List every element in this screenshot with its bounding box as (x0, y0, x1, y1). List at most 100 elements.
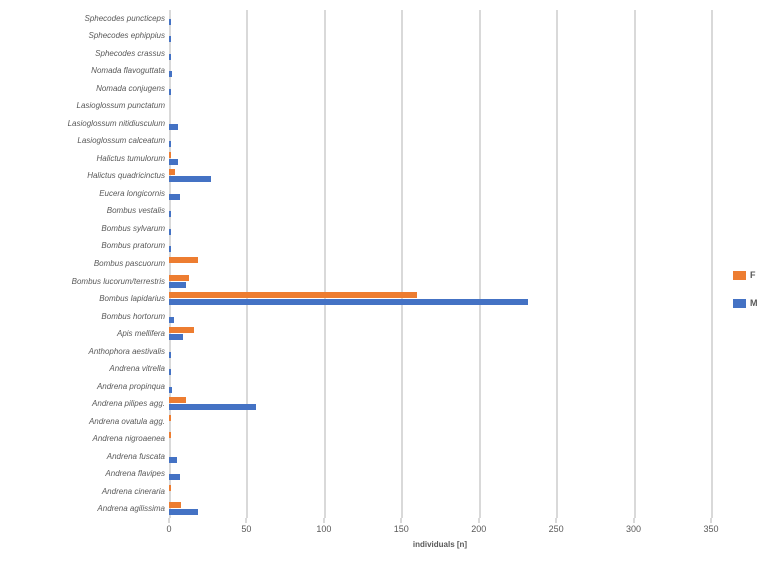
bar-male (169, 316, 174, 323)
bar-female (169, 151, 171, 158)
bar-male (169, 456, 177, 463)
bar-group (169, 397, 711, 411)
bar-male (169, 211, 171, 218)
bar-male (169, 474, 180, 481)
bar-male (169, 53, 171, 60)
category-label: Bombus hortorum (101, 311, 165, 321)
bar-group (169, 310, 711, 324)
legend-label: F (750, 270, 756, 280)
bar-group (169, 345, 711, 359)
bar-group (169, 274, 711, 289)
bar-group (169, 222, 711, 236)
bar-male (169, 351, 171, 358)
x-tick-mark (710, 518, 712, 523)
x-tick-label: 150 (393, 524, 409, 534)
bar-male (169, 228, 171, 235)
bar-male (169, 386, 173, 393)
category-label: Lasioglossum punctatum (76, 101, 166, 111)
bar-group (169, 484, 711, 499)
gridline (323, 10, 326, 518)
bar-group (169, 47, 711, 61)
x-axis-ticks: 0 50 100 150 200 250 300 350 (166, 518, 719, 540)
category-label: Andrena ovatula agg. (88, 416, 165, 426)
bar-group (169, 239, 711, 253)
x-tick-label: 200 (471, 524, 487, 534)
bar-group (169, 204, 711, 218)
bar-male (169, 36, 171, 43)
category-label: Nomada flavoguttata (91, 66, 165, 76)
x-tick-label: 300 (626, 524, 642, 534)
bar-male (169, 193, 180, 200)
x-tick-label: 0 (166, 524, 172, 534)
bar-male (169, 369, 171, 376)
legend-item[interactable]: M (733, 296, 778, 310)
bar-group (169, 151, 711, 166)
category-label: Andrena propinqua (96, 381, 165, 391)
category-label: Eucera longicornis (99, 188, 165, 198)
bar-group (169, 257, 711, 271)
gridline (478, 10, 481, 518)
bar-group (169, 432, 711, 446)
x-axis-title: individuals [n] (412, 540, 468, 549)
category-label: Sphecodes crassus (95, 48, 165, 58)
x-tick-label: 250 (548, 524, 564, 534)
category-label: Sphecodes puncticeps (84, 13, 166, 23)
bar-female (169, 257, 199, 263)
bar-group (169, 327, 711, 341)
category-label: Nomada conjugens (96, 83, 165, 93)
bar-male (169, 334, 183, 341)
category-label: Anthophora aestivalis (88, 346, 166, 356)
category-label: Lasioglossum calceatum (77, 136, 165, 146)
x-tick-label: 350 (703, 524, 719, 534)
bar-group (169, 117, 711, 131)
bar-group (169, 362, 711, 376)
bar-group (169, 502, 711, 516)
gridline (633, 10, 636, 518)
bar-group (169, 292, 711, 306)
gridline (401, 10, 404, 518)
bar-male (169, 88, 171, 95)
bar-group (169, 99, 711, 113)
bar-group (169, 12, 711, 26)
category-label: Sphecodes ephippius (88, 31, 165, 41)
category-label: Andrena cineraria (101, 486, 165, 496)
bar-female (169, 484, 171, 491)
bar-group (169, 380, 711, 394)
bar-group (169, 64, 711, 78)
category-label: Bombus pratorum (101, 241, 165, 251)
category-label: Andrena agilissima (97, 504, 165, 514)
category-label: Bombus lucorum/terrestris (71, 276, 165, 286)
category-axis: Sphecodes puncticeps Sphecodes ephippius S… (0, 10, 165, 518)
bar-group (169, 450, 711, 464)
category-label: Andrena fuscata (106, 451, 165, 461)
bar-group (169, 82, 711, 96)
bar-female (169, 432, 171, 439)
category-label: Bombus pascuorum (93, 259, 165, 268)
category-label: Andrena nigroaenea (92, 434, 165, 444)
legend-swatch (733, 298, 746, 308)
bar-group (169, 169, 711, 183)
bar-female (169, 274, 190, 281)
bar-male (169, 246, 171, 253)
bar-male (169, 176, 211, 183)
legend-item[interactable]: F (733, 268, 778, 282)
x-tick-mark (168, 518, 170, 523)
x-tick-label: 50 (241, 524, 252, 534)
bar-male (169, 158, 179, 165)
x-tick-mark (322, 518, 325, 523)
category-label: Lasioglossum nitidiusculum (67, 118, 165, 128)
category-label: Halictus tumulorum (96, 153, 165, 163)
value-axis-line (169, 10, 171, 518)
bar-group (169, 29, 711, 43)
bar-female (169, 327, 194, 334)
gridline (711, 10, 713, 518)
bar-male (169, 123, 179, 130)
bar-male (169, 509, 199, 516)
bar-female (169, 169, 176, 176)
category-label: Halictus quadricinctus (87, 171, 165, 181)
gridline (556, 10, 559, 518)
bar-male (169, 281, 187, 288)
bar-male (169, 18, 171, 25)
category-label: Bombus lapidarius (99, 294, 165, 304)
